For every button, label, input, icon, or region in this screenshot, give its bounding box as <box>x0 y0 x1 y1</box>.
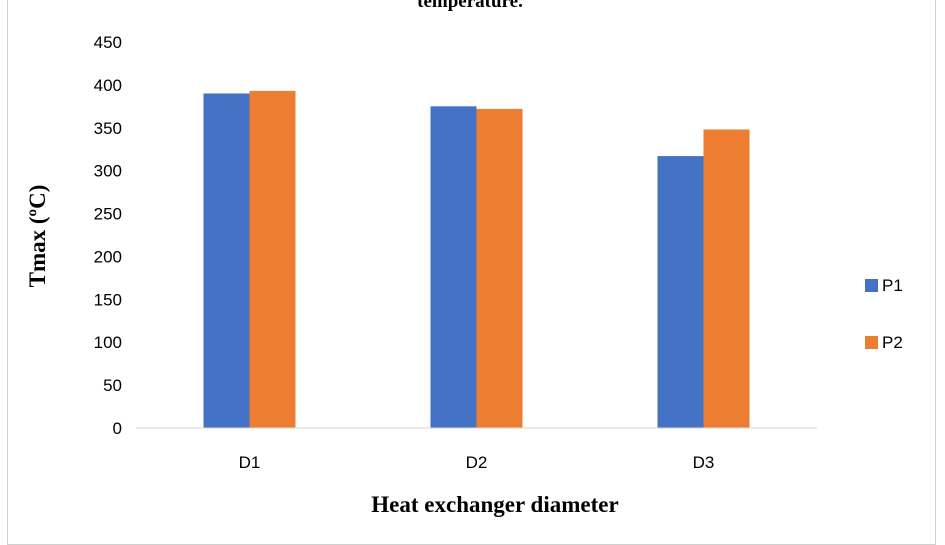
x-axis-title: Heat exchanger diameter <box>371 492 618 517</box>
y-tick-label: 50 <box>103 376 122 395</box>
legend-label-p1: P1 <box>882 276 903 295</box>
y-tick-label: 450 <box>94 33 122 52</box>
y-tick-label: 0 <box>113 419 122 438</box>
bar-p1-d3 <box>657 156 704 428</box>
y-tick-label: 250 <box>94 205 122 224</box>
chart-title: temperature. <box>417 0 523 12</box>
x-tick-labels: D1 D2 D3 <box>239 453 715 472</box>
legend-label-p2: P2 <box>882 333 903 352</box>
bar-p1-d2 <box>430 106 477 428</box>
x-tick-label: D1 <box>239 453 261 472</box>
x-tick-label: D2 <box>466 453 488 472</box>
y-tick-labels: 0 50 100 150 200 250 300 350 400 450 <box>94 33 122 438</box>
y-tick-label: 150 <box>94 290 122 309</box>
legend-swatch-p2 <box>865 336 878 349</box>
x-tick-label: D3 <box>693 453 715 472</box>
y-tick-label: 350 <box>94 119 122 138</box>
y-tick-label: 200 <box>94 247 122 266</box>
bar-p2-d1 <box>249 90 296 428</box>
legend: P1 P2 <box>865 276 903 352</box>
legend-swatch-p1 <box>865 279 878 292</box>
bar-p2-d2 <box>476 108 523 428</box>
y-tick-label: 300 <box>94 162 122 181</box>
bar-p2-d3 <box>703 129 750 428</box>
bars <box>203 90 750 428</box>
y-tick-label: 100 <box>94 333 122 352</box>
bar-p1-d1 <box>203 93 250 428</box>
y-axis-title: Tmax (ºC) <box>25 185 50 288</box>
y-tick-label: 400 <box>94 76 122 95</box>
